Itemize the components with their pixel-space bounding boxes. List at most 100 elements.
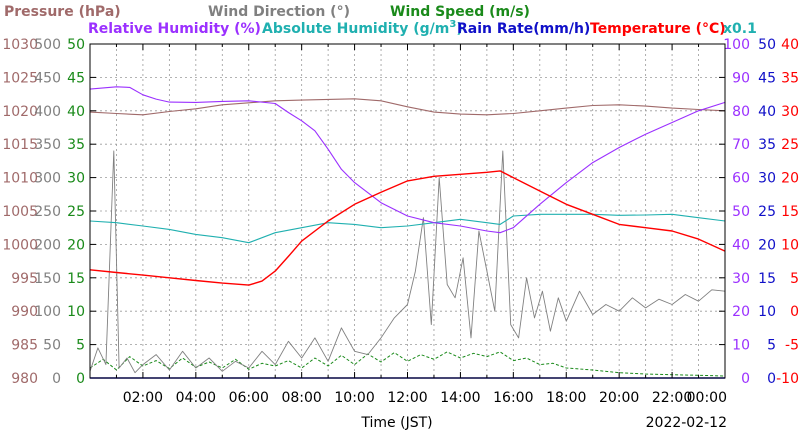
y-tick-humidity: 60 <box>732 171 750 187</box>
x-tick-label: 04:00 <box>176 390 216 406</box>
scale-note: x0.1 <box>723 21 757 37</box>
y-tick-temperature: -5 <box>785 338 799 354</box>
legend-absolute-humidity-sup: 3 <box>449 19 456 30</box>
y-tick-humidity: 100 <box>723 37 750 53</box>
y-tick-rain: 25 <box>758 204 776 220</box>
y-tick-rain: 5 <box>767 338 776 354</box>
y-tick-wind_speed: 50 <box>67 37 85 53</box>
legend-absolute-humidity-text: Absolute Humidity (g/m <box>262 21 449 37</box>
y-tick-pressure: 980 <box>11 371 38 387</box>
y-tick-wind_direction: 350 <box>34 137 61 153</box>
y-tick-wind_speed: 10 <box>67 304 85 320</box>
x-tick-label: 14:00 <box>440 390 480 406</box>
y-tick-wind_direction: 100 <box>34 304 61 320</box>
y-tick-pressure: 1005 <box>2 204 38 220</box>
legend-pressure: Pressure (hPa) <box>4 4 121 20</box>
x-tick-label: 02:00 <box>123 390 163 406</box>
y-tick-pressure: 1030 <box>2 37 38 53</box>
y-tick-temperature: 0 <box>790 304 799 320</box>
y-tick-wind_direction: 300 <box>34 171 61 187</box>
y-tick-wind_speed: 25 <box>67 204 85 220</box>
y-tick-temperature: 5 <box>790 271 799 287</box>
x-tick-label: 08:00 <box>281 390 321 406</box>
series-pressure-hpa <box>89 98 726 116</box>
y-tick-wind_speed: 5 <box>76 338 85 354</box>
series-temperature-c <box>89 170 726 286</box>
y-tick-humidity: 40 <box>732 237 750 253</box>
y-tick-humidity: 30 <box>732 271 750 287</box>
series-layer <box>89 86 726 379</box>
y-tick-wind_direction: 150 <box>34 271 61 287</box>
series-absolute-humidity-g-m3 <box>89 213 726 244</box>
y-tick-pressure: 995 <box>11 271 38 287</box>
x-tick-label: 06:00 <box>229 390 269 406</box>
y-tick-wind_speed: 20 <box>67 237 85 253</box>
x-tick-label: 20:00 <box>599 390 639 406</box>
y-tick-pressure: 1000 <box>2 237 38 253</box>
x-axis-label: Time (JST) <box>360 415 432 431</box>
series-wind-direction <box>89 150 726 374</box>
y-tick-humidity: 80 <box>732 104 750 120</box>
y-tick-temperature: 25 <box>781 137 799 153</box>
y-tick-temperature: 10 <box>781 237 799 253</box>
legend-wind-direction: Wind Direction (°) <box>208 4 350 20</box>
x-tick-label: 10:00 <box>334 390 374 406</box>
axes-layer: 9809859909951000100510101015102010251030… <box>2 37 799 406</box>
y-tick-rain: 50 <box>758 37 776 53</box>
y-tick-temperature: 40 <box>781 37 799 53</box>
y-tick-rain: 20 <box>758 237 776 253</box>
y-tick-temperature: 15 <box>781 204 799 220</box>
y-tick-wind_direction: 400 <box>34 104 61 120</box>
y-tick-humidity: 90 <box>732 70 750 86</box>
y-tick-rain: 10 <box>758 304 776 320</box>
x-tick-label: 18:00 <box>546 390 586 406</box>
y-tick-wind_direction: 200 <box>34 237 61 253</box>
y-tick-humidity: 0 <box>741 371 750 387</box>
legend-absolute-humidity-tail: ) <box>456 21 462 37</box>
x-tick-label: 22:00 <box>652 390 692 406</box>
y-tick-temperature: 30 <box>781 104 799 120</box>
x-tick-label: 16:00 <box>493 390 533 406</box>
y-tick-rain: 15 <box>758 271 776 287</box>
y-tick-temperature: -10 <box>776 371 799 387</box>
y-tick-pressure: 1025 <box>2 70 38 86</box>
legend-rain-rate: Rain Rate(mm/h) <box>457 21 590 37</box>
y-tick-wind_speed: 40 <box>67 104 85 120</box>
legend-relative-humidity: Relative Humidity (%) <box>88 21 261 37</box>
legend-absolute-humidity: Absolute Humidity (g/m3) <box>262 19 463 37</box>
y-tick-wind_direction: 500 <box>34 37 61 53</box>
y-tick-pressure: 1020 <box>2 104 38 120</box>
y-tick-wind_speed: 35 <box>67 137 85 153</box>
y-tick-rain: 0 <box>767 371 776 387</box>
x-tick-label: 12:00 <box>387 390 427 406</box>
y-tick-pressure: 990 <box>11 304 38 320</box>
date-label: 2022-02-12 <box>646 415 727 431</box>
y-tick-humidity: 50 <box>732 204 750 220</box>
y-tick-pressure: 1015 <box>2 137 38 153</box>
y-tick-pressure: 1010 <box>2 171 38 187</box>
y-tick-wind_speed: 45 <box>67 70 85 86</box>
grid <box>90 44 725 378</box>
y-tick-wind_direction: 450 <box>34 70 61 86</box>
y-tick-wind_direction: 0 <box>52 371 61 387</box>
y-tick-rain: 45 <box>758 70 776 86</box>
y-tick-wind_speed: 30 <box>67 171 85 187</box>
y-tick-temperature: 35 <box>781 70 799 86</box>
y-tick-rain: 30 <box>758 171 776 187</box>
legend-bottom: Relative Humidity (%) Absolute Humidity … <box>88 19 757 37</box>
x-tick-label: 00:00 <box>687 390 727 406</box>
y-tick-humidity: 20 <box>732 304 750 320</box>
legend-top: Pressure (hPa) Wind Direction (°) Wind S… <box>4 4 530 20</box>
y-tick-wind_direction: 250 <box>34 204 61 220</box>
y-tick-wind_speed: 15 <box>67 271 85 287</box>
y-tick-rain: 35 <box>758 137 776 153</box>
y-tick-humidity: 10 <box>732 338 750 354</box>
y-tick-rain: 40 <box>758 104 776 120</box>
y-tick-pressure: 985 <box>11 338 38 354</box>
y-tick-humidity: 70 <box>732 137 750 153</box>
legend-wind-speed: Wind Speed (m/s) <box>390 4 530 20</box>
series-relative-humidity <box>89 86 726 234</box>
y-tick-temperature: 20 <box>781 171 799 187</box>
y-tick-wind_direction: 50 <box>43 338 61 354</box>
legend-temperature: Temperature (°C) <box>590 21 726 37</box>
